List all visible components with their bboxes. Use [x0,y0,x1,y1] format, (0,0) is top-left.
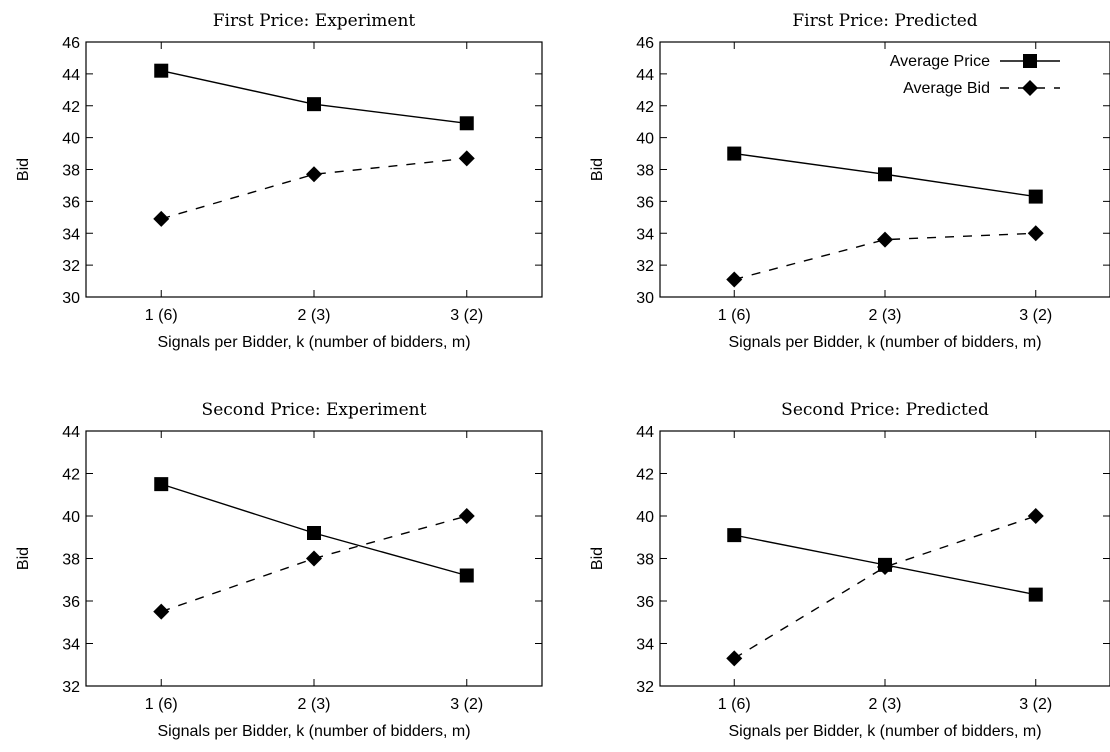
chart-title: First Price: Predicted [792,11,977,31]
y-tick-label: 42 [62,99,80,116]
y-tick-label: 34 [636,226,654,243]
chart-panel-1: First Price: Experiment 30 32 34 36 38 40 42 44 4… [15,11,543,351]
data-point-average-price-3 [459,116,474,131]
x-tick-label: 2 (3) [298,696,331,713]
x-tick-label: 3 (2) [450,696,483,713]
data-point-average-price-1 [727,146,742,161]
y-tick-label: 38 [636,163,654,180]
x-tick-label: 3 (2) [1019,307,1052,324]
data-point-average-price-3 [1028,189,1043,204]
y-tick-label: 44 [636,67,654,84]
y-tick-label: 34 [62,226,80,243]
data-point-average-price-2 [307,97,321,112]
y-tick-label: 40 [62,509,80,526]
data-point-average-price-1 [154,477,169,492]
y-tick-label: 32 [636,679,654,696]
x-tick-label: 2 (3) [869,307,902,324]
y-tick-label: 36 [636,594,654,611]
y-tick-label: 32 [62,679,80,696]
series-line-average-bid [733,515,1036,659]
data-point-average-bid-2 [877,231,893,248]
data-point-average-bid-3 [1027,508,1044,524]
data-point-average-price-1 [727,528,742,543]
x-axis-label: Signals per Bidder, k (number of bidders… [157,723,470,740]
data-point-average-bid-1 [153,210,170,227]
data-point-average-bid-3 [458,150,475,167]
x-tick-label: 3 (2) [1019,696,1052,713]
y-tick-label: 44 [636,424,654,441]
legend-label-average-price: Average Price [890,53,990,70]
data-point-average-price-2 [878,167,892,182]
y-tick-label: 42 [636,99,654,116]
data-point-average-bid-1 [153,603,170,620]
series-line-average-price [161,70,467,124]
x-tick-label: 1 (6) [145,307,178,324]
data-point-average-price-1 [154,63,169,78]
legend-label-average-bid: Average Bid [903,80,990,97]
y-tick-label: 40 [636,131,654,148]
data-point-average-price-2 [307,526,321,540]
y-tick-label: 42 [636,467,654,484]
y-tick-label: 44 [62,67,80,84]
legend-marker-average-price [1023,54,1037,68]
x-tick-label: 2 (3) [869,696,902,713]
data-point-average-bid-2 [877,559,893,575]
y-tick-label: 46 [62,35,80,52]
data-point-average-bid-3 [1027,225,1044,242]
x-axis-label: Signals per Bidder, k (number of bidders… [728,723,1041,740]
y-tick-label: 36 [636,194,654,211]
chart-panel-2: First Price: Predicted 30 32 34 36 38 40 42 44 46… [589,11,1110,351]
legend: Average Price Average Bid [890,53,1060,97]
chart-title: Second Price: Experiment [202,400,427,420]
chart-title: First Price: Experiment [213,11,416,31]
chart-panel-4: Second Price: Predicted 32 34 36 38 40 42 44 1 (… [589,400,1110,740]
y-tick-label: 34 [636,637,654,654]
y-tick-label: 38 [62,552,80,569]
y-tick-label: 40 [636,509,654,526]
y-tick-label: 36 [62,594,80,611]
y-tick-label: 44 [62,424,80,441]
chart-title: Second Price: Predicted [781,400,989,420]
x-axis-label: Signals per Bidder, k (number of bidders… [157,334,470,351]
legend-marker-average-bid [1022,80,1038,96]
y-tick-label: 42 [62,467,80,484]
y-axis-label: Bid [15,547,32,570]
y-tick-label: 32 [636,258,654,275]
y-tick-label: 38 [636,552,654,569]
x-axis-label: Signals per Bidder, k (number of bidders… [728,334,1041,351]
series-line-average-bid [734,232,1036,281]
y-axis-label: Bid [589,158,606,181]
y-axis-label: Bid [15,158,32,181]
data-point-average-bid-2 [306,550,322,567]
y-tick-label: 32 [62,258,80,275]
data-point-average-price-3 [459,568,474,583]
data-point-average-bid-1 [726,271,743,288]
x-tick-label: 1 (6) [718,696,751,713]
data-point-average-bid-2 [306,166,322,183]
y-tick-label: 46 [636,35,654,52]
x-tick-label: 2 (3) [298,307,331,324]
y-tick-label: 40 [62,131,80,148]
y-tick-label: 30 [62,290,80,307]
y-axis-label: Bid [589,547,606,570]
x-tick-label: 1 (6) [145,696,178,713]
y-tick-label: 30 [636,290,654,307]
x-tick-label: 1 (6) [718,307,751,324]
y-tick-label: 34 [62,637,80,654]
x-tick-label: 3 (2) [450,307,483,324]
y-tick-label: 36 [62,194,80,211]
y-tick-label: 38 [62,163,80,180]
data-point-average-price-3 [1028,587,1043,602]
data-point-average-bid-3 [458,508,475,524]
data-point-average-bid-1 [726,650,743,667]
chart-panel-3: Second Price: Experiment 32 34 36 38 40 42 44 1 … [15,400,543,740]
